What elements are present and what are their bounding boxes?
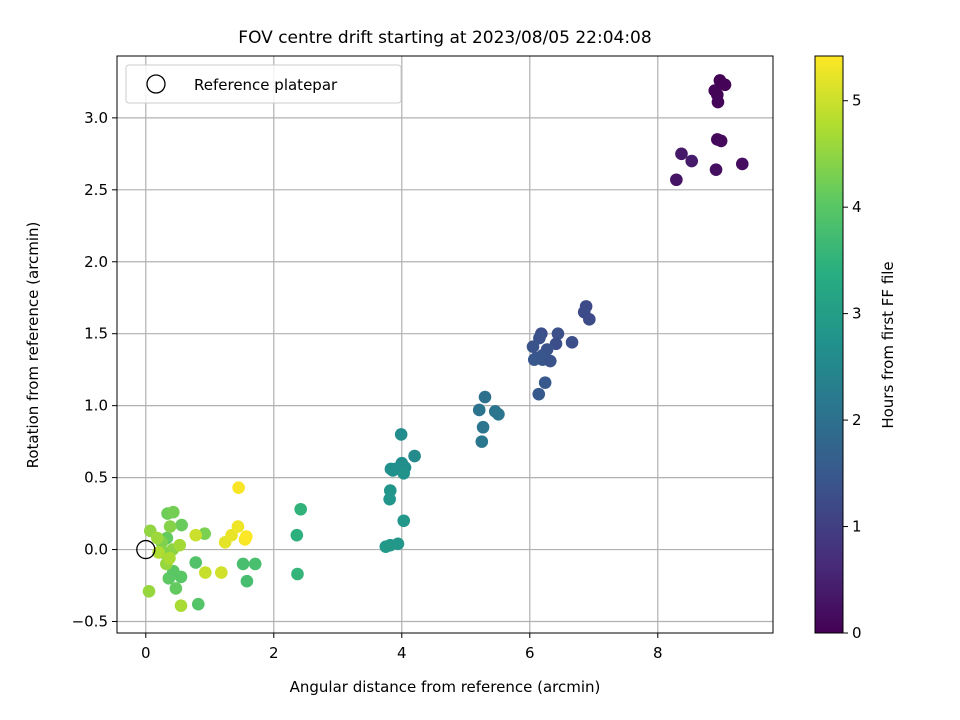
y-tick-label: 2.5 xyxy=(84,181,108,199)
y-axis-label: Rotation from reference (arcmin) xyxy=(24,222,42,469)
scatter-point xyxy=(189,556,203,569)
colorbar-tick-label: 5 xyxy=(852,92,862,110)
reference-platepar-marker xyxy=(136,539,156,560)
scatter-point xyxy=(248,557,262,571)
x-axis-ticks: 0 2 4 6 8 xyxy=(141,633,663,662)
scatter-point xyxy=(199,566,212,579)
chart-title: FOV centre drift starting at 2023/08/05 … xyxy=(238,28,651,48)
scatter-point xyxy=(225,528,238,542)
x-tick-label: 0 xyxy=(141,644,151,662)
colorbar-tick-label: 1 xyxy=(852,518,862,536)
x-tick-label: 2 xyxy=(269,644,279,662)
x-tick-label: 6 xyxy=(525,644,535,662)
scatter-point xyxy=(163,551,176,565)
legend-box xyxy=(125,64,402,104)
scatter-point xyxy=(549,337,563,351)
scatter-point xyxy=(397,466,411,480)
scatter-point xyxy=(670,173,683,187)
scatter-point xyxy=(240,574,254,588)
scatter-point xyxy=(685,154,699,168)
scatter-point xyxy=(391,537,405,551)
y-tick-label: 0.0 xyxy=(84,541,108,559)
scatter-point xyxy=(152,546,165,559)
plot-frame xyxy=(116,55,774,634)
y-tick-label: 3.0 xyxy=(84,109,108,127)
legend-marker-icon xyxy=(146,74,166,94)
colorbar-tick-label: 0 xyxy=(852,624,862,642)
scatter-point xyxy=(532,387,546,401)
scatter-point xyxy=(290,528,304,542)
scatter-point xyxy=(526,340,540,353)
scatter-point xyxy=(408,449,421,463)
grid-lines xyxy=(117,56,773,633)
scatter-point xyxy=(167,505,180,519)
colorbar-tick-label: 3 xyxy=(852,305,862,323)
y-axis-ticks: −0.5 0.0 0.5 1.0 1.5 2.0 2.5 3.0 xyxy=(72,109,117,630)
y-tick-label: 0.5 xyxy=(84,469,108,487)
scatter-point xyxy=(142,584,156,598)
scatter-point xyxy=(527,353,541,366)
scatter-point xyxy=(174,599,188,612)
legend-entry-reference-platepar: Reference platepar xyxy=(194,76,338,94)
scatter-point xyxy=(472,403,486,417)
legend: Reference platepar xyxy=(125,64,402,104)
scatter-point xyxy=(191,597,205,611)
scatter-point xyxy=(551,327,565,341)
scatter-point xyxy=(475,435,489,448)
scatter-point xyxy=(163,520,177,533)
scatter-point xyxy=(151,531,164,545)
scatter-point xyxy=(709,163,723,176)
y-tick-label: 1.0 xyxy=(84,397,108,415)
x-axis-label: Angular distance from reference (arcmin) xyxy=(290,678,601,696)
y-tick-label: −0.5 xyxy=(72,612,108,630)
scatter-point xyxy=(735,157,749,171)
data-points xyxy=(142,74,749,612)
scatter-point xyxy=(675,147,688,161)
scatter-point xyxy=(231,520,245,533)
scatter-point xyxy=(236,557,250,571)
y-tick-label: 1.5 xyxy=(84,325,108,343)
scatter-point xyxy=(565,336,579,349)
scatter-point xyxy=(533,331,546,345)
scatter-point xyxy=(714,134,728,148)
scatter-point xyxy=(291,567,304,581)
scatter-point xyxy=(478,390,492,404)
colorbar: 0 1 2 3 4 5 Hours from first FF file xyxy=(814,55,897,642)
y-tick-label: 2.0 xyxy=(84,253,108,271)
colorbar-gradient xyxy=(814,55,844,634)
colorbar-ticks: 0 1 2 3 4 5 xyxy=(843,92,862,642)
scatter-point xyxy=(394,428,408,441)
scatter-point xyxy=(215,566,228,579)
scatter-point xyxy=(538,376,552,389)
scatter-point xyxy=(718,78,732,92)
scatter-point xyxy=(239,530,253,543)
scatter-point xyxy=(173,538,187,552)
x-tick-label: 8 xyxy=(653,644,663,662)
scatter-point xyxy=(492,407,505,421)
x-tick-label: 4 xyxy=(397,644,407,662)
scatter-point xyxy=(543,354,557,368)
scatter-point xyxy=(383,492,396,506)
scatter-point xyxy=(583,313,596,326)
scatter-point xyxy=(711,95,725,109)
scatter-point xyxy=(175,518,188,532)
scatter-point xyxy=(476,420,490,434)
scatter-point xyxy=(189,528,203,542)
scatter-point xyxy=(397,514,411,528)
scatter-point xyxy=(232,481,245,494)
scatter-point xyxy=(294,502,307,516)
colorbar-tick-label: 2 xyxy=(852,411,862,429)
colorbar-label: Hours from first FF file xyxy=(879,261,897,428)
scatter-point xyxy=(169,582,183,595)
colorbar-tick-label: 4 xyxy=(852,198,862,216)
